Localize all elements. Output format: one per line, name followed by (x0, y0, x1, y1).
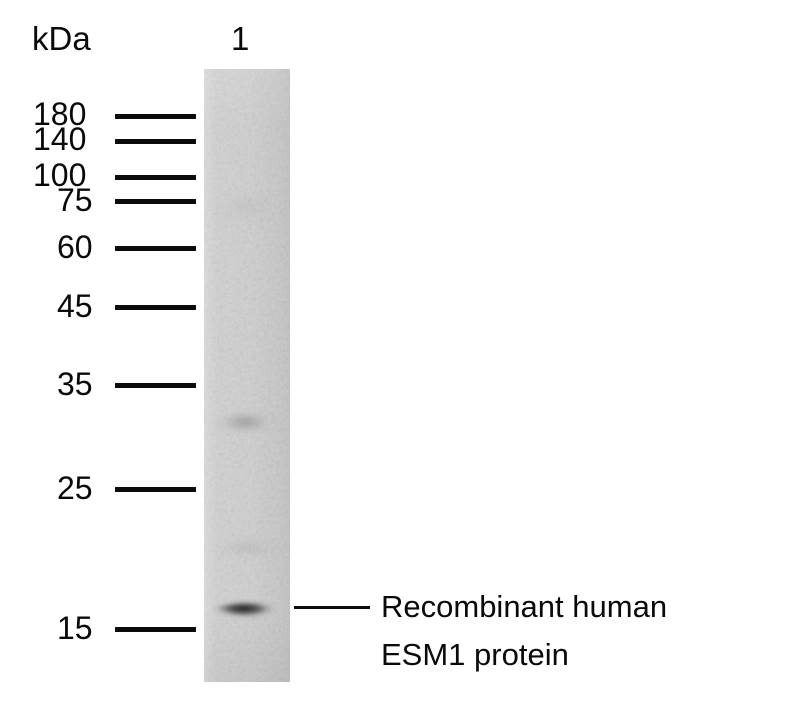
annotation-pointer-line (294, 606, 370, 609)
marker-label-15: 15 (57, 610, 93, 646)
annotation-text-line1: Recombinant human (381, 589, 668, 624)
band-smear-top (208, 187, 286, 227)
kda-axis-header: kDa (32, 20, 91, 57)
marker-label-75: 75 (57, 182, 93, 218)
band-smear-low (210, 535, 284, 561)
annotation-text-line2: ESM1 protein (381, 637, 569, 672)
gel-noise-texture (204, 69, 290, 682)
gel-lane-1 (204, 69, 290, 682)
marker-tick-15 (115, 627, 196, 632)
marker-label-140: 140 (33, 121, 87, 157)
lane-number-label: 1 (231, 20, 250, 57)
band-recombinant-esm1 (209, 597, 281, 621)
marker-tick-45 (115, 305, 196, 310)
marker-tick-60 (115, 246, 196, 251)
marker-label-60: 60 (57, 229, 93, 265)
marker-label-100: 100 (33, 157, 87, 193)
marker-tick-180 (115, 114, 196, 119)
marker-tick-35 (115, 383, 196, 388)
marker-tick-25 (115, 487, 196, 492)
band-recombinant-esm1-core (214, 602, 274, 615)
marker-tick-75 (115, 199, 196, 204)
marker-label-180: 180 (33, 96, 87, 132)
marker-tick-140 (115, 139, 196, 144)
marker-label-25: 25 (57, 470, 93, 506)
band-faint-30kda (212, 407, 284, 439)
marker-tick-100 (115, 175, 196, 180)
marker-label-45: 45 (57, 288, 93, 324)
gel-shading-overlay (204, 69, 290, 682)
marker-label-35: 35 (57, 366, 93, 402)
